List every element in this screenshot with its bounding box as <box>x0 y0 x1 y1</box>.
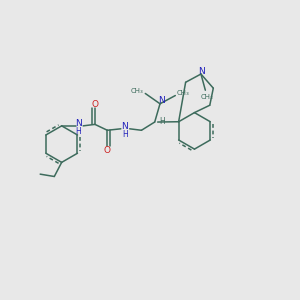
Text: CH₃: CH₃ <box>131 88 143 94</box>
Text: N: N <box>198 67 205 76</box>
Text: O: O <box>92 100 98 109</box>
Text: H: H <box>159 117 165 126</box>
Text: CH₃: CH₃ <box>200 94 213 100</box>
Text: H: H <box>122 130 128 139</box>
Text: CH₃: CH₃ <box>177 90 190 96</box>
Text: N: N <box>75 119 82 128</box>
Text: O: O <box>104 146 111 155</box>
Text: N: N <box>122 122 128 131</box>
Text: N: N <box>158 96 165 105</box>
Text: H: H <box>76 127 81 136</box>
